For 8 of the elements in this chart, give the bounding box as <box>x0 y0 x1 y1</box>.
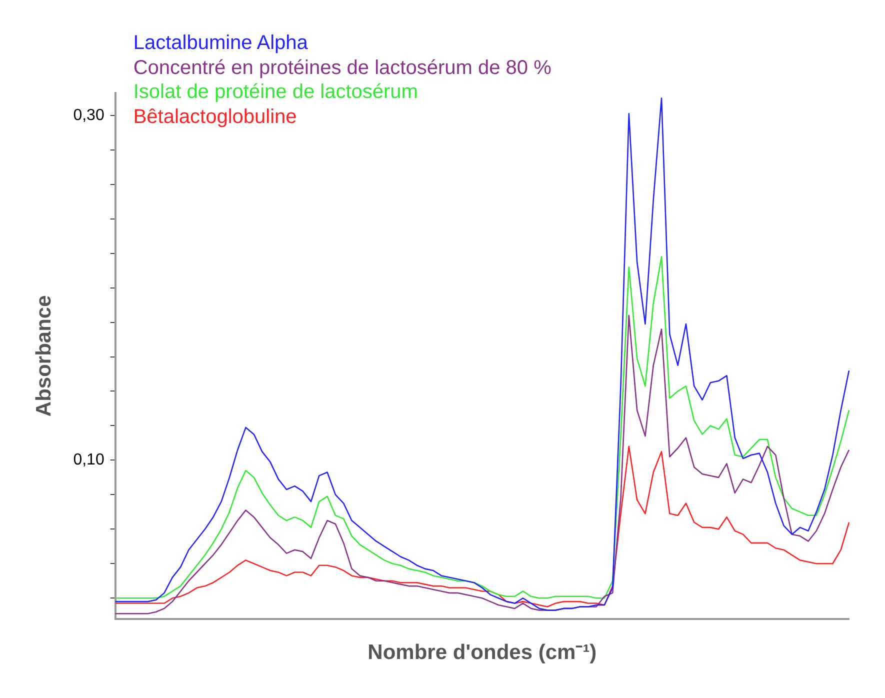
x-axis-title: Nombre d'ondes (cm⁻¹) <box>368 641 597 664</box>
text: Concentré en protéines de lactosérum de 80 % <box>133 56 552 80</box>
y-axis-title: Absorbance <box>32 295 56 417</box>
text: Isolat de protéine de lactosérum <box>133 80 419 104</box>
y-tick-label: 0,30 <box>73 106 104 124</box>
text: Lactalbumine Alpha <box>133 31 309 56</box>
text: Bêtalactoglobuline <box>133 104 298 129</box>
y-tick-label: 0,10 <box>73 452 104 469</box>
